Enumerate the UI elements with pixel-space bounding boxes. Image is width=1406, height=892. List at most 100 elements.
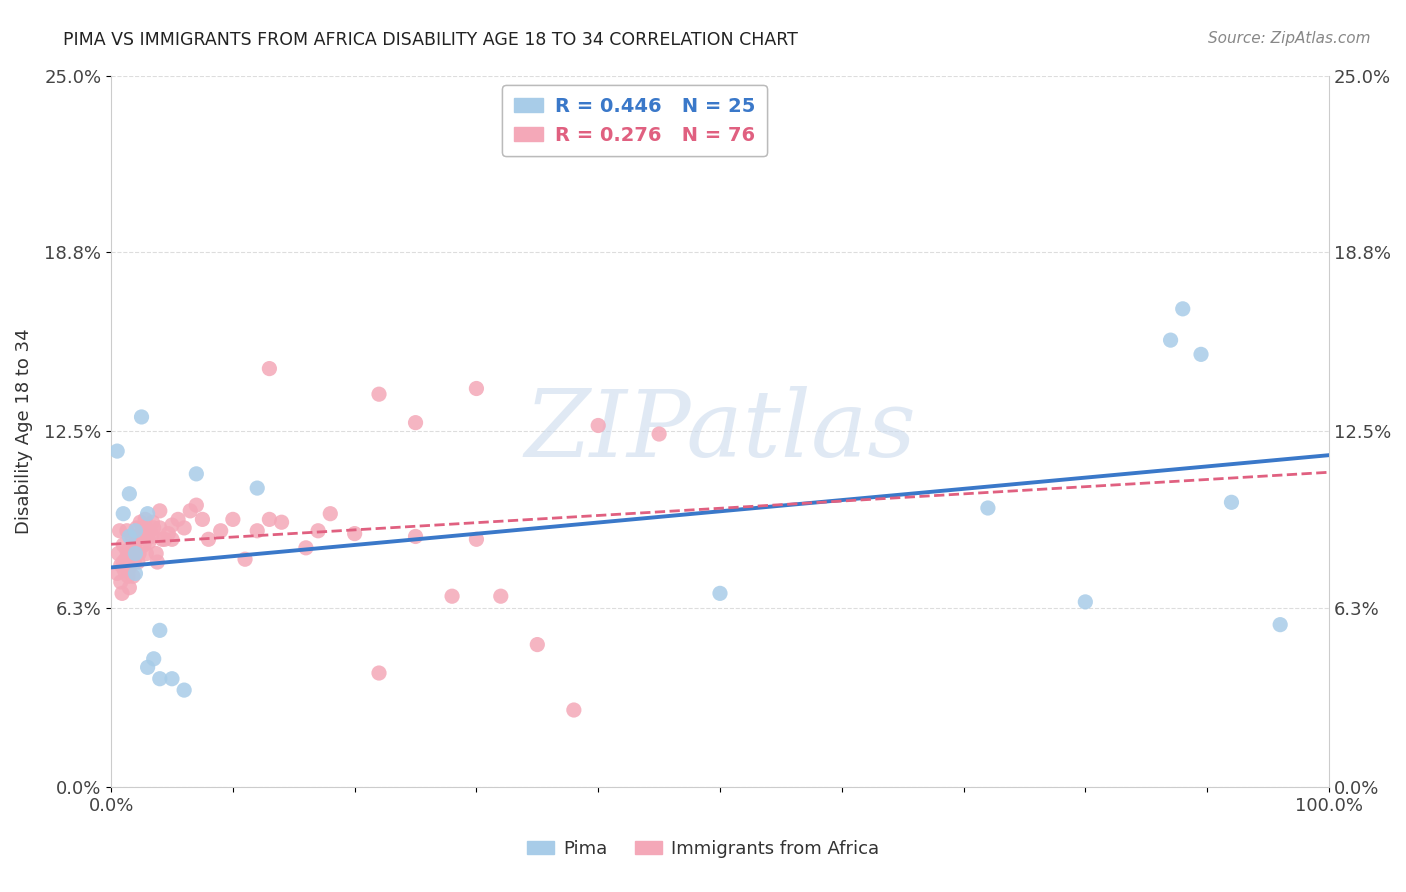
Point bbox=[118, 581, 141, 595]
Point bbox=[149, 521, 172, 535]
Point bbox=[186, 467, 208, 481]
Point bbox=[167, 512, 190, 526]
Point bbox=[131, 526, 153, 541]
Point bbox=[136, 529, 159, 543]
Point bbox=[1171, 301, 1194, 316]
Point bbox=[270, 515, 292, 529]
Point bbox=[110, 558, 132, 572]
Point bbox=[120, 547, 142, 561]
Point bbox=[132, 538, 155, 552]
Point bbox=[118, 529, 141, 543]
Point bbox=[233, 552, 256, 566]
Point bbox=[122, 555, 145, 569]
Point bbox=[114, 552, 136, 566]
Point bbox=[1189, 347, 1212, 361]
Point bbox=[149, 504, 172, 518]
Point bbox=[153, 533, 176, 547]
Point bbox=[1270, 617, 1292, 632]
Point bbox=[124, 547, 146, 561]
Point bbox=[131, 409, 153, 424]
Legend: R = 0.446   N = 25, R = 0.276   N = 76: R = 0.446 N = 25, R = 0.276 N = 76 bbox=[502, 86, 768, 156]
Point bbox=[405, 529, 427, 543]
Point bbox=[110, 574, 132, 589]
Point bbox=[122, 569, 145, 583]
Point bbox=[141, 529, 163, 543]
Point bbox=[105, 566, 128, 581]
Point bbox=[146, 555, 169, 569]
Point bbox=[139, 524, 162, 538]
Point bbox=[112, 538, 135, 552]
Text: Source: ZipAtlas.com: Source: ZipAtlas.com bbox=[1208, 31, 1371, 46]
Point bbox=[107, 547, 129, 561]
Point bbox=[134, 512, 156, 526]
Point bbox=[136, 660, 159, 674]
Point bbox=[141, 515, 163, 529]
Point bbox=[1160, 333, 1182, 347]
Point bbox=[134, 529, 156, 543]
Point bbox=[125, 521, 148, 535]
Point bbox=[259, 512, 281, 526]
Point bbox=[368, 387, 391, 401]
Point bbox=[526, 638, 548, 652]
Point bbox=[142, 521, 165, 535]
Point bbox=[173, 521, 195, 535]
Point bbox=[118, 560, 141, 574]
Point bbox=[489, 589, 512, 603]
Point bbox=[127, 555, 149, 569]
Point bbox=[295, 541, 318, 555]
Point bbox=[128, 547, 150, 561]
Point bbox=[105, 444, 128, 458]
Point bbox=[150, 533, 173, 547]
Point bbox=[149, 624, 172, 638]
Y-axis label: Disability Age 18 to 34: Disability Age 18 to 34 bbox=[15, 328, 32, 534]
Point bbox=[129, 515, 152, 529]
Text: PIMA VS IMMIGRANTS FROM AFRICA DISABILITY AGE 18 TO 34 CORRELATION CHART: PIMA VS IMMIGRANTS FROM AFRICA DISABILIT… bbox=[63, 31, 799, 49]
Point bbox=[319, 507, 342, 521]
Point bbox=[145, 547, 167, 561]
Point bbox=[160, 672, 183, 686]
Point bbox=[112, 507, 135, 521]
Point bbox=[977, 501, 1000, 516]
Point bbox=[586, 418, 609, 433]
Point bbox=[114, 564, 136, 578]
Point bbox=[179, 504, 201, 518]
Point bbox=[124, 566, 146, 581]
Point bbox=[368, 666, 391, 681]
Point bbox=[118, 487, 141, 501]
Point bbox=[127, 533, 149, 547]
Legend: Pima, Immigrants from Africa: Pima, Immigrants from Africa bbox=[520, 833, 886, 865]
Point bbox=[173, 683, 195, 698]
Text: ZIPatlas: ZIPatlas bbox=[524, 386, 915, 476]
Point bbox=[142, 652, 165, 666]
Point bbox=[246, 481, 269, 495]
Point bbox=[124, 535, 146, 549]
Point bbox=[465, 533, 488, 547]
Point bbox=[160, 533, 183, 547]
Point bbox=[191, 512, 214, 526]
Point bbox=[108, 524, 131, 538]
Point bbox=[138, 535, 160, 549]
Point bbox=[465, 382, 488, 396]
Point bbox=[246, 524, 269, 538]
Point bbox=[121, 529, 143, 543]
Point bbox=[709, 586, 731, 600]
Point bbox=[124, 524, 146, 538]
Point bbox=[441, 589, 464, 603]
Point bbox=[259, 361, 281, 376]
Point bbox=[307, 524, 329, 538]
Point bbox=[343, 526, 366, 541]
Point bbox=[124, 543, 146, 558]
Point bbox=[115, 524, 138, 538]
Point bbox=[197, 533, 219, 547]
Point bbox=[112, 555, 135, 569]
Point bbox=[111, 586, 134, 600]
Point bbox=[209, 524, 232, 538]
Point bbox=[117, 569, 139, 583]
Point bbox=[186, 498, 208, 512]
Point bbox=[135, 547, 157, 561]
Point bbox=[160, 518, 183, 533]
Point bbox=[222, 512, 245, 526]
Point bbox=[132, 521, 155, 535]
Point bbox=[149, 672, 172, 686]
Point bbox=[1074, 595, 1097, 609]
